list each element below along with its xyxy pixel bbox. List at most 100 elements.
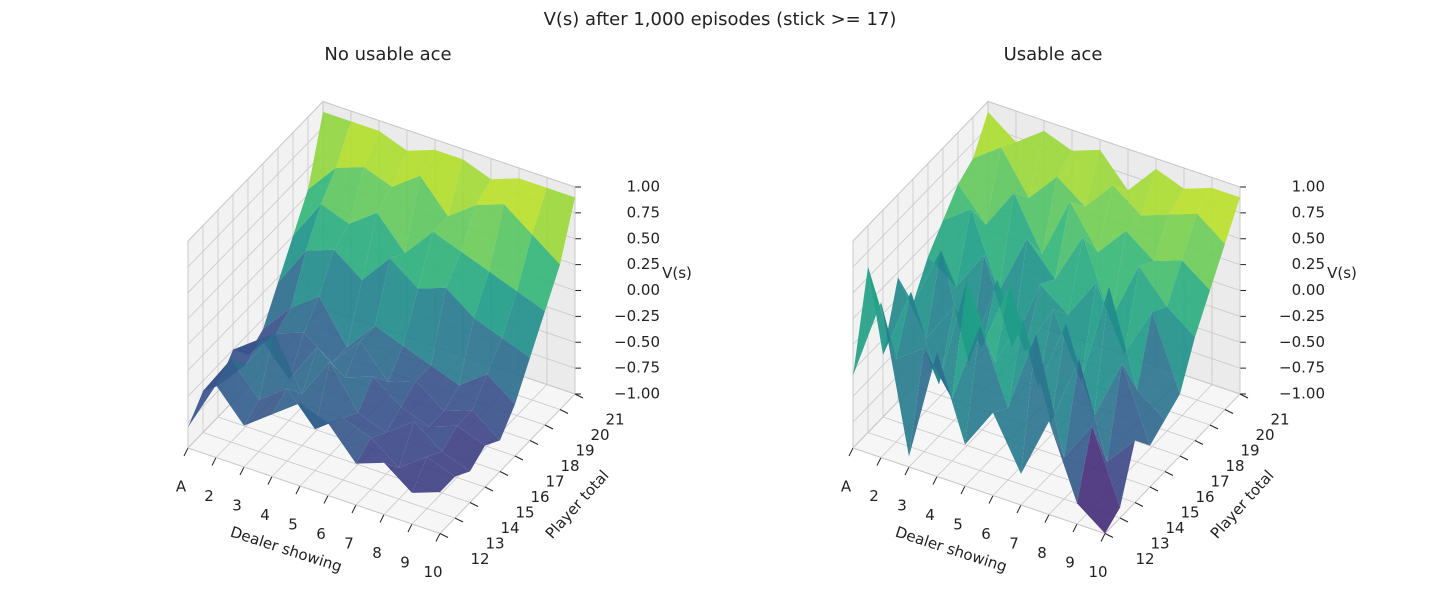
surface-patch [489, 204, 532, 292]
z-tick-label: 0.75 [1292, 203, 1325, 221]
surface-patch [1079, 359, 1122, 462]
x-tick-label: 10 [423, 563, 442, 581]
y-tick [574, 393, 584, 399]
y-tick [1194, 440, 1204, 445]
surface-patch [291, 249, 334, 308]
surface-patch [293, 167, 336, 236]
surface-patch [1122, 363, 1165, 446]
x-tick-label: 8 [372, 544, 382, 562]
x-tick-label: 3 [232, 497, 242, 515]
x-tick-label: 7 [344, 535, 354, 553]
x-tick-label: 2 [869, 487, 879, 505]
x-tick [960, 485, 966, 495]
x-tick [323, 495, 329, 504]
surface-patch [1182, 213, 1225, 291]
surface-patch [302, 347, 345, 394]
y-tick-label: 20 [1255, 426, 1274, 444]
z-tick-label: −0.50 [614, 333, 660, 351]
y-tick [1104, 533, 1114, 538]
surface-patch [504, 178, 547, 235]
surface-patch [388, 345, 431, 382]
surface-patch [399, 421, 442, 468]
surface-patch [1025, 284, 1068, 352]
z-tick-label: 0.50 [627, 229, 660, 247]
y-tick-label: 19 [575, 442, 594, 460]
x-tick [407, 523, 413, 533]
z-tick-label: 1.00 [1292, 178, 1325, 196]
x-tick-label: 9 [1065, 554, 1075, 572]
surface-patch [315, 361, 358, 430]
surface-patch [980, 319, 1023, 408]
x-tick-label: 2 [204, 487, 214, 505]
surface-patch [1010, 284, 1053, 387]
surface-patch [911, 291, 954, 385]
y-tick [1119, 517, 1129, 523]
z-tick-label: 0.00 [627, 281, 660, 299]
x-tick [435, 533, 441, 542]
surface-patch [1014, 176, 1057, 255]
y-tick-label: 12 [470, 550, 489, 568]
x-tick-label: 5 [953, 516, 963, 534]
y-tick [1209, 424, 1219, 430]
x-tick-label: A [841, 478, 852, 496]
y-tick [1239, 393, 1249, 399]
x-tick [295, 485, 301, 495]
surface-patch [1139, 260, 1182, 307]
surface-patch [442, 425, 485, 472]
surface-patch [971, 192, 1014, 292]
surface-patch [278, 204, 321, 283]
surface-patch [416, 365, 459, 412]
surface-patch [362, 212, 405, 280]
x-tick-label: 9 [400, 554, 410, 572]
x-tick [848, 447, 854, 457]
surface-patch [973, 111, 1016, 159]
x-tick-label: 6 [316, 525, 326, 543]
surface-patch [420, 149, 463, 217]
surface-patch [356, 437, 399, 468]
surface-patch [1055, 201, 1098, 280]
surface-patch [999, 192, 1042, 292]
z-tick-label: 1.00 [627, 178, 660, 196]
surface-patch [1051, 323, 1094, 423]
z-tick-label: 0.75 [627, 203, 660, 221]
surface-patch [263, 250, 306, 330]
x-tick [183, 447, 189, 457]
y-tick-label: 15 [1180, 504, 1199, 522]
surface-patch [317, 341, 360, 378]
z-tick-label: −0.25 [614, 307, 660, 325]
surface-patch [390, 231, 433, 289]
surface-patch [853, 266, 896, 376]
y-tick [529, 440, 539, 445]
surface-patch [274, 332, 317, 394]
surface-patch [956, 209, 999, 292]
grid-line [187, 241, 441, 534]
surface-patch [1027, 201, 1070, 280]
surface-patch [487, 337, 530, 405]
surface-patch [532, 187, 575, 265]
z-tick-label: −0.50 [1279, 333, 1325, 351]
surface-patch [474, 271, 517, 338]
z-tick-label: −0.75 [1279, 359, 1325, 377]
surface-patch [1094, 286, 1137, 417]
surface-patch [881, 302, 924, 457]
surface-patch [1021, 334, 1064, 474]
surface-patch [937, 325, 980, 445]
z-tick-label: −1.00 [614, 385, 660, 403]
surface-patch [965, 325, 1008, 445]
surface-patch [375, 258, 418, 346]
surface-patch [1124, 266, 1167, 355]
y-tick [454, 517, 464, 523]
surface-patch [952, 279, 995, 399]
surface-patch [1113, 168, 1156, 216]
y-tick-label: 20 [590, 426, 609, 444]
x-tick [267, 476, 273, 485]
surface-patch [300, 403, 343, 430]
x-tick [1044, 514, 1050, 523]
surface-patch [448, 159, 491, 217]
x-tick [239, 466, 245, 476]
x-tick [211, 457, 217, 466]
surface-patch [446, 251, 489, 318]
surface-patch [304, 296, 347, 363]
x-tick-label: 7 [1009, 535, 1019, 553]
surface-patch [924, 279, 967, 399]
